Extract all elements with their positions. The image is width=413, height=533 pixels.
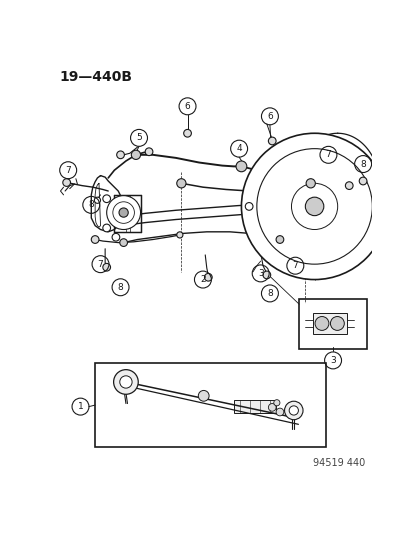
Text: 7: 7	[97, 260, 103, 269]
Text: 3: 3	[330, 356, 335, 365]
Text: 2: 2	[199, 275, 205, 284]
Circle shape	[358, 177, 366, 185]
Text: 5: 5	[136, 133, 142, 142]
Bar	[95, 363, 325, 447]
Circle shape	[113, 370, 138, 394]
Text: 8: 8	[88, 200, 94, 209]
Text: 94519 440: 94519 440	[312, 458, 365, 468]
Circle shape	[314, 317, 328, 330]
Circle shape	[291, 183, 337, 230]
Bar	[233, 400, 275, 413]
Text: 19—440B: 19—440B	[59, 70, 132, 84]
Text: 8: 8	[117, 283, 123, 292]
Bar	[299, 299, 366, 349]
Circle shape	[275, 236, 283, 244]
Text: 6: 6	[184, 102, 190, 111]
Circle shape	[241, 133, 387, 280]
Circle shape	[198, 391, 209, 401]
Circle shape	[262, 271, 270, 279]
Bar	[312, 313, 346, 334]
Circle shape	[305, 179, 315, 188]
Text: 7: 7	[292, 261, 297, 270]
Circle shape	[102, 195, 110, 203]
Circle shape	[119, 208, 128, 217]
Circle shape	[204, 273, 211, 281]
Text: 1: 1	[78, 402, 83, 411]
Bar	[114, 195, 141, 232]
Circle shape	[113, 202, 134, 223]
Circle shape	[107, 196, 140, 230]
Circle shape	[305, 197, 323, 216]
Circle shape	[284, 401, 302, 419]
Circle shape	[112, 233, 119, 241]
Circle shape	[102, 224, 110, 232]
Circle shape	[244, 203, 252, 210]
Circle shape	[183, 130, 191, 137]
Circle shape	[267, 187, 276, 196]
Text: 3: 3	[257, 269, 263, 278]
Circle shape	[235, 161, 246, 172]
Circle shape	[94, 197, 100, 203]
Circle shape	[91, 236, 99, 244]
Text: 8: 8	[359, 159, 365, 168]
Text: 6: 6	[266, 112, 272, 121]
Circle shape	[330, 317, 344, 330]
Text: 7: 7	[65, 166, 71, 175]
Bar	[266, 172, 288, 181]
Circle shape	[273, 400, 279, 406]
Circle shape	[275, 408, 283, 416]
Circle shape	[268, 403, 275, 411]
Text: 7: 7	[325, 150, 330, 159]
Text: 8: 8	[266, 289, 272, 298]
Circle shape	[145, 148, 152, 156]
Circle shape	[119, 376, 132, 388]
Circle shape	[288, 406, 298, 415]
Circle shape	[324, 178, 335, 189]
Circle shape	[63, 179, 70, 187]
Circle shape	[268, 137, 275, 145]
Circle shape	[344, 182, 352, 189]
Circle shape	[291, 236, 299, 244]
Circle shape	[116, 151, 124, 159]
Circle shape	[256, 149, 371, 264]
Circle shape	[131, 150, 140, 159]
Text: 4: 4	[236, 144, 241, 153]
Bar	[314, 180, 337, 189]
Circle shape	[102, 263, 110, 271]
Circle shape	[176, 232, 183, 238]
Circle shape	[176, 179, 185, 188]
Circle shape	[119, 239, 127, 246]
